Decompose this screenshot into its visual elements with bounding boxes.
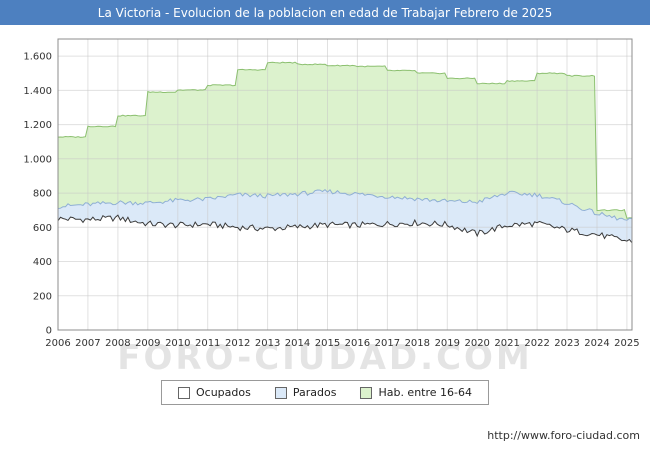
legend-item-parados: Parados xyxy=(274,386,337,399)
svg-text:2015: 2015 xyxy=(315,338,340,349)
chart-title: La Victoria - Evolucion de la poblacion … xyxy=(0,0,650,25)
svg-text:2010: 2010 xyxy=(165,338,190,349)
legend-item-ocupados: Ocupados xyxy=(177,386,251,399)
svg-text:1.000: 1.000 xyxy=(23,154,52,165)
legend-label-hab-16-64: Hab. entre 16-64 xyxy=(378,386,473,399)
svg-text:2014: 2014 xyxy=(285,338,310,349)
svg-text:1.400: 1.400 xyxy=(23,86,52,97)
svg-text:1.600: 1.600 xyxy=(23,52,52,63)
legend-label-parados: Parados xyxy=(292,386,337,399)
svg-text:2012: 2012 xyxy=(225,338,250,349)
legend-item-hab-16-64: Hab. entre 16-64 xyxy=(360,386,472,399)
svg-text:2022: 2022 xyxy=(524,338,549,349)
svg-text:1.200: 1.200 xyxy=(23,120,52,131)
legend-label-ocupados: Ocupados xyxy=(195,386,251,399)
svg-text:2018: 2018 xyxy=(405,338,430,349)
legend-swatch-hab-16-64 xyxy=(360,386,373,399)
svg-text:2023: 2023 xyxy=(554,338,579,349)
watermark: FORO-CIUDAD.COM xyxy=(117,338,533,378)
svg-text:2008: 2008 xyxy=(105,338,130,349)
svg-text:2020: 2020 xyxy=(464,338,489,349)
footer-url[interactable]: http://www.foro-ciudad.com xyxy=(487,429,640,442)
svg-text:2006: 2006 xyxy=(45,338,70,349)
legend-swatch-ocupados xyxy=(177,386,190,399)
svg-text:2019: 2019 xyxy=(435,338,460,349)
chart-plot: 0 200 400 600 800 1.000 1.200 1.400 1.600 2006 200… xyxy=(23,38,640,349)
svg-text:200: 200 xyxy=(33,291,52,302)
svg-text:2024: 2024 xyxy=(584,338,609,349)
svg-text:2007: 2007 xyxy=(75,338,100,349)
legend-swatch-parados xyxy=(274,386,287,399)
svg-text:2017: 2017 xyxy=(375,338,400,349)
svg-text:2013: 2013 xyxy=(255,338,280,349)
svg-text:600: 600 xyxy=(33,223,52,234)
svg-text:2016: 2016 xyxy=(345,338,370,349)
svg-text:2009: 2009 xyxy=(135,338,160,349)
svg-text:2021: 2021 xyxy=(494,338,519,349)
svg-text:800: 800 xyxy=(33,189,52,200)
svg-text:0: 0 xyxy=(46,326,52,337)
legend: Ocupados Parados Hab. entre 16-64 xyxy=(160,380,490,405)
svg-text:2011: 2011 xyxy=(195,338,220,349)
svg-text:2025: 2025 xyxy=(614,338,639,349)
svg-text:400: 400 xyxy=(33,257,52,268)
